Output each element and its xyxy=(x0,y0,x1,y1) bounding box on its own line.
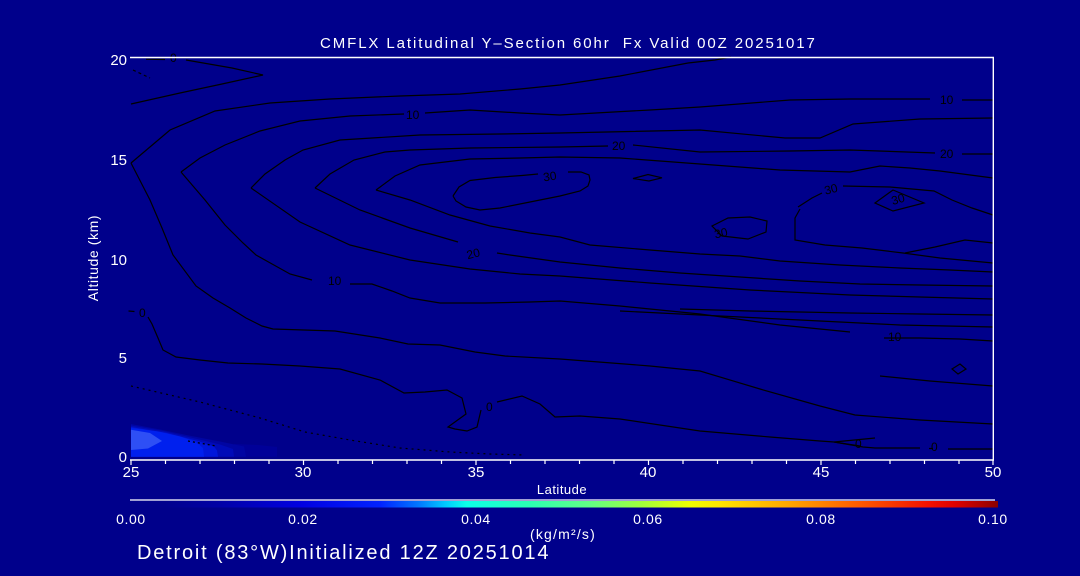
svg-text:10: 10 xyxy=(328,274,342,288)
svg-text:20: 20 xyxy=(940,147,954,161)
svg-text:0: 0 xyxy=(931,440,938,454)
svg-text:0: 0 xyxy=(139,306,146,320)
svg-text:30: 30 xyxy=(823,181,840,198)
svg-text:0: 0 xyxy=(486,400,493,414)
svg-text:10: 10 xyxy=(888,330,902,344)
svg-text:30: 30 xyxy=(890,191,907,208)
svg-text:30: 30 xyxy=(713,225,729,242)
svg-text:20: 20 xyxy=(465,245,482,262)
svg-text:10: 10 xyxy=(940,93,954,107)
svg-text:10: 10 xyxy=(406,108,420,122)
svg-text:20: 20 xyxy=(612,139,626,153)
svg-text:0: 0 xyxy=(855,437,862,451)
svg-text:30: 30 xyxy=(542,169,557,185)
